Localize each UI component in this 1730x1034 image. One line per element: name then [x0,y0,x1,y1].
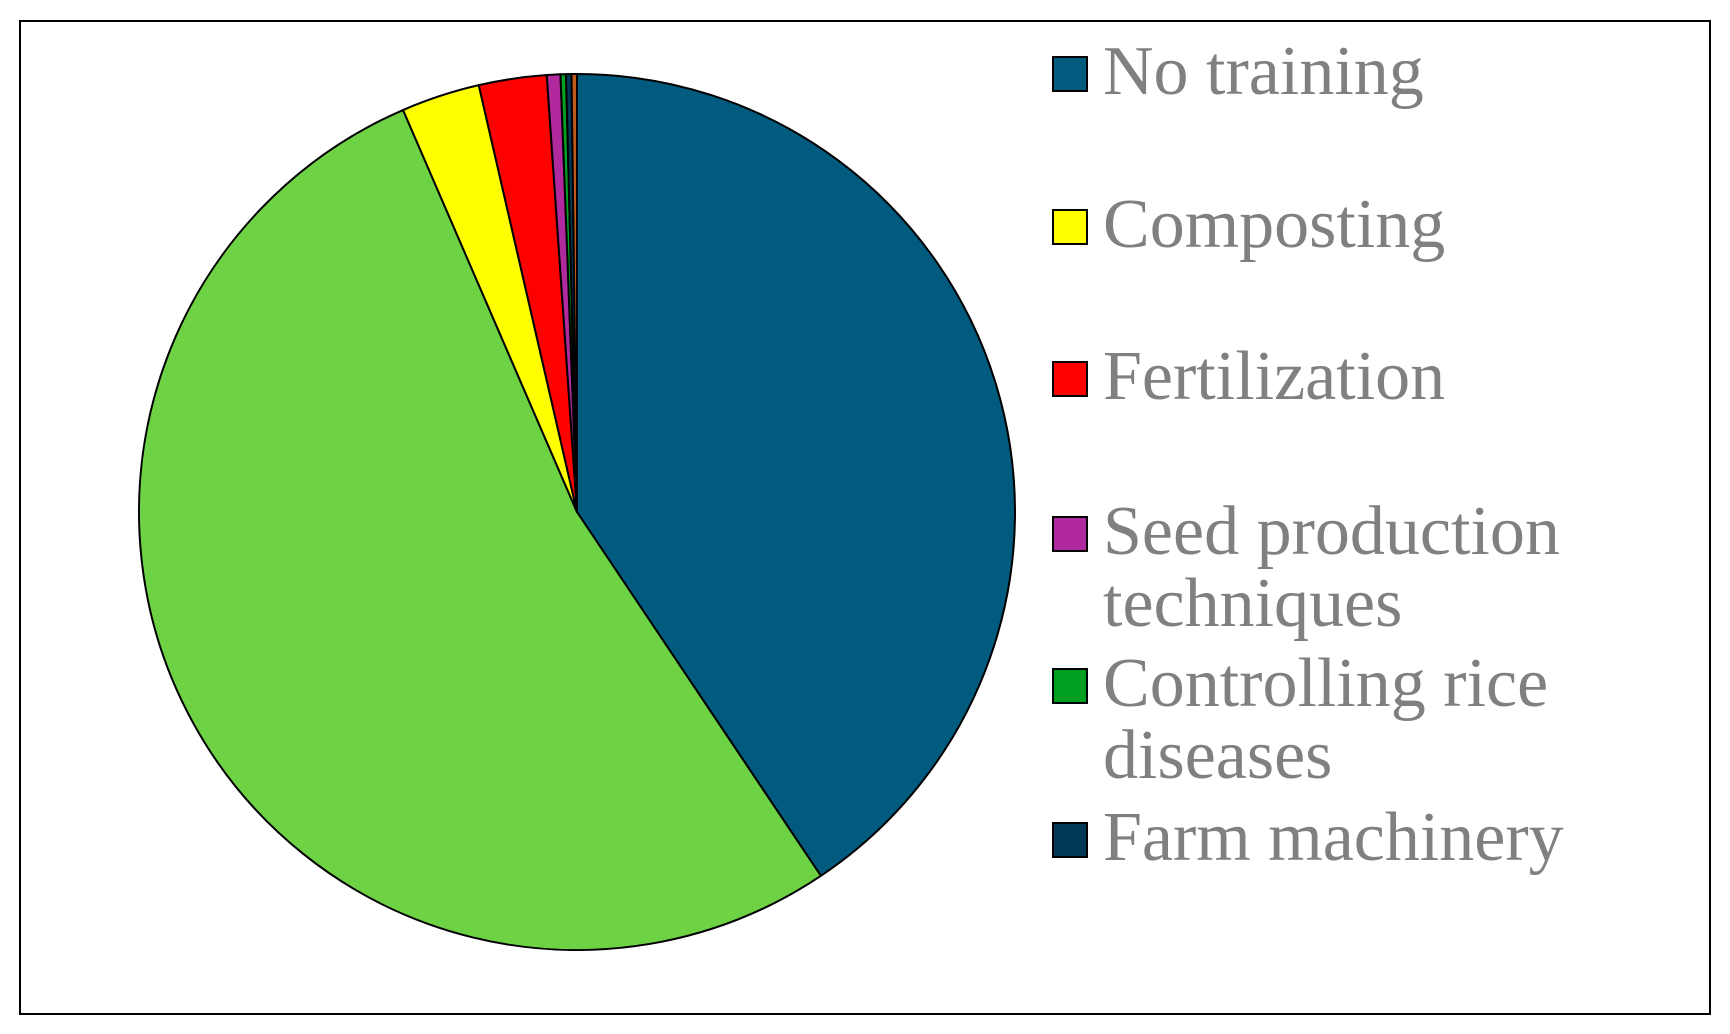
legend-swatch-fertilization [1052,361,1088,397]
pie-slice-unlabeled-7 [570,73,578,513]
legend-label-no-training: No training [1103,33,1424,110]
legend-label-farm-machinery: Farm machinery [1103,799,1564,876]
legend-label-controlling-rice-diseases: Controlling rice diseases [1103,645,1549,794]
pie-slice-unlabeled-1 [138,109,822,951]
legend-swatch-seed-production-techniques [1052,516,1088,552]
legend-label-seed-production-techniques: Seed production techniques [1103,493,1560,642]
pie-slice-no-training [576,73,1016,877]
legend-swatch-composting [1052,209,1088,245]
legend-swatch-farm-machinery [1052,822,1088,858]
legend-swatch-no-training [1052,56,1088,92]
legend-label-composting: Composting [1103,186,1446,263]
legend-swatch-controlling-rice-diseases [1052,668,1088,704]
legend-label-fertilization: Fertilization [1103,338,1446,415]
